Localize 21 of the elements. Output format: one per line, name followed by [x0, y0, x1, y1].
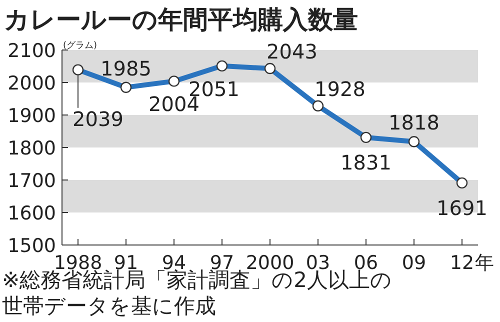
data-label: 1928	[314, 76, 366, 101]
y-tick-label: 2000	[8, 72, 56, 94]
y-tick-label: 1800	[8, 138, 56, 160]
annotation: (グラム)	[62, 40, 98, 51]
x-tick-label: 06	[354, 252, 378, 274]
y-tick-label: 1900	[8, 105, 56, 127]
data-label: 1691	[436, 196, 488, 220]
data-label: 2043	[266, 40, 318, 64]
y-tick-label: 1700	[8, 170, 56, 192]
data-label: 2039	[72, 106, 124, 131]
y-tick-label: 1500	[8, 235, 56, 257]
y-tick-label: 2100	[8, 40, 56, 62]
data-label: 1818	[388, 110, 440, 135]
y-tick-label: 1600	[8, 202, 56, 224]
x-axis-title: 年	[475, 252, 494, 274]
x-tick-label: 09	[402, 252, 426, 274]
data-label: 1831	[340, 150, 392, 174]
x-tick-label: 12	[450, 252, 474, 274]
chart-title: カレールーの年間平均購入数量	[4, 5, 358, 34]
data-label: 1985	[100, 56, 152, 80]
x-tick-label: 2000	[246, 252, 294, 274]
